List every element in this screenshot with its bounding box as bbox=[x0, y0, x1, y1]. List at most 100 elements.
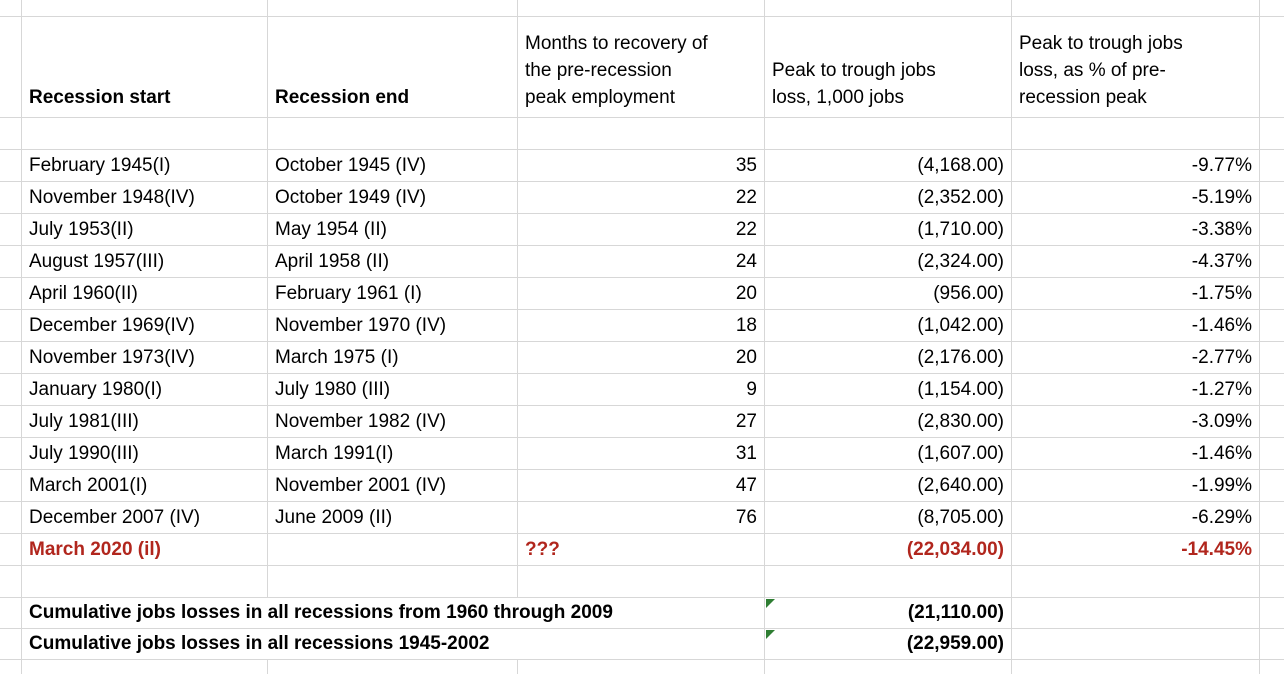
cell-cumulative-label[interactable]: Cumulative jobs losses in all recessions… bbox=[22, 598, 765, 629]
empty-cell[interactable] bbox=[268, 566, 518, 598]
cell-months-to-recovery[interactable]: 47 bbox=[518, 470, 765, 502]
cell-recession-end[interactable] bbox=[268, 534, 518, 566]
empty-cell[interactable] bbox=[0, 214, 22, 246]
header-months-to-recovery[interactable]: Months to recovery of the pre-recession … bbox=[518, 17, 765, 118]
cell-recession-end[interactable]: November 1970 (IV) bbox=[268, 310, 518, 342]
empty-cell[interactable] bbox=[1260, 502, 1284, 534]
cell-jobs-loss[interactable]: (1,607.00) bbox=[765, 438, 1012, 470]
cell-recession-end[interactable]: April 1958 (II) bbox=[268, 246, 518, 278]
empty-cell[interactable] bbox=[1260, 182, 1284, 214]
cell-pct-loss[interactable]: -2.77% bbox=[1012, 342, 1260, 374]
empty-cell[interactable] bbox=[22, 118, 268, 150]
cell-pct-loss[interactable]: -14.45% bbox=[1012, 534, 1260, 566]
empty-cell[interactable] bbox=[1260, 150, 1284, 182]
cell-pct-loss[interactable]: -3.38% bbox=[1012, 214, 1260, 246]
empty-cell[interactable] bbox=[1012, 118, 1260, 150]
empty-cell[interactable] bbox=[0, 342, 22, 374]
cell-jobs-loss[interactable]: (2,324.00) bbox=[765, 246, 1012, 278]
empty-cell[interactable] bbox=[518, 0, 765, 17]
cell-recession-end[interactable]: March 1975 (I) bbox=[268, 342, 518, 374]
cell-pct-loss[interactable]: -3.09% bbox=[1012, 406, 1260, 438]
empty-cell[interactable] bbox=[765, 118, 1012, 150]
cell-jobs-loss[interactable]: (1,154.00) bbox=[765, 374, 1012, 406]
empty-cell[interactable] bbox=[1260, 598, 1284, 629]
empty-cell[interactable] bbox=[0, 246, 22, 278]
empty-cell[interactable] bbox=[518, 660, 765, 674]
cell-recession-start[interactable]: December 1969(IV) bbox=[22, 310, 268, 342]
empty-cell[interactable] bbox=[765, 0, 1012, 17]
cell-months-to-recovery[interactable]: 9 bbox=[518, 374, 765, 406]
cell-recession-start[interactable]: August 1957(III) bbox=[22, 246, 268, 278]
cell-recession-start[interactable]: March 2001(I) bbox=[22, 470, 268, 502]
cell-cumulative-value[interactable]: (22,959.00) bbox=[765, 629, 1012, 660]
cell-cumulative-value[interactable]: (21,110.00) bbox=[765, 598, 1012, 629]
cell-recession-end[interactable]: June 2009 (II) bbox=[268, 502, 518, 534]
cell-jobs-loss[interactable]: (2,640.00) bbox=[765, 470, 1012, 502]
empty-cell[interactable] bbox=[1260, 438, 1284, 470]
cell-pct-loss[interactable]: -6.29% bbox=[1012, 502, 1260, 534]
empty-cell[interactable] bbox=[1260, 534, 1284, 566]
empty-cell[interactable] bbox=[1012, 598, 1260, 629]
empty-cell[interactable] bbox=[1260, 310, 1284, 342]
empty-cell[interactable] bbox=[1260, 374, 1284, 406]
empty-cell[interactable] bbox=[1260, 629, 1284, 660]
empty-cell[interactable] bbox=[0, 660, 22, 674]
empty-cell[interactable] bbox=[0, 118, 22, 150]
cell-recession-start[interactable]: December 2007 (IV) bbox=[22, 502, 268, 534]
empty-cell[interactable] bbox=[1260, 118, 1284, 150]
cell-recession-start[interactable]: July 1981(III) bbox=[22, 406, 268, 438]
cell-recession-end[interactable]: July 1980 (III) bbox=[268, 374, 518, 406]
header-recession-end[interactable]: Recession end bbox=[268, 17, 518, 118]
cell-recession-start[interactable]: November 1973(IV) bbox=[22, 342, 268, 374]
empty-cell[interactable] bbox=[1260, 214, 1284, 246]
cell-pct-loss[interactable]: -4.37% bbox=[1012, 246, 1260, 278]
empty-cell[interactable] bbox=[0, 0, 22, 17]
cell-recession-start[interactable]: February 1945(I) bbox=[22, 150, 268, 182]
cell-pct-loss[interactable]: -1.99% bbox=[1012, 470, 1260, 502]
cell-pct-loss[interactable]: -9.77% bbox=[1012, 150, 1260, 182]
cell-recession-start[interactable]: March 2020 (il) bbox=[22, 534, 268, 566]
cell-months-to-recovery[interactable]: 76 bbox=[518, 502, 765, 534]
cell-jobs-loss[interactable]: (2,176.00) bbox=[765, 342, 1012, 374]
empty-cell[interactable] bbox=[1012, 629, 1260, 660]
cell-cumulative-label[interactable]: Cumulative jobs losses in all recessions… bbox=[22, 629, 765, 660]
empty-cell[interactable] bbox=[1260, 660, 1284, 674]
empty-cell[interactable] bbox=[268, 660, 518, 674]
empty-cell[interactable] bbox=[22, 566, 268, 598]
cell-recession-end[interactable]: November 1982 (IV) bbox=[268, 406, 518, 438]
cell-months-to-recovery[interactable]: 22 bbox=[518, 214, 765, 246]
empty-cell[interactable] bbox=[0, 278, 22, 310]
cell-recession-end[interactable]: November 2001 (IV) bbox=[268, 470, 518, 502]
empty-cell[interactable] bbox=[0, 406, 22, 438]
empty-cell[interactable] bbox=[1260, 470, 1284, 502]
empty-cell[interactable] bbox=[1012, 566, 1260, 598]
cell-months-to-recovery[interactable]: 27 bbox=[518, 406, 765, 438]
header-jobs-loss[interactable]: Peak to trough jobs loss, 1,000 jobs bbox=[765, 17, 1012, 118]
empty-cell[interactable] bbox=[0, 629, 22, 660]
cell-jobs-loss[interactable]: (22,034.00) bbox=[765, 534, 1012, 566]
empty-cell[interactable] bbox=[1260, 246, 1284, 278]
empty-cell[interactable] bbox=[1260, 278, 1284, 310]
empty-cell[interactable] bbox=[1260, 566, 1284, 598]
empty-cell[interactable] bbox=[268, 118, 518, 150]
header-pct-loss[interactable]: Peak to trough jobs loss, as % of pre- r… bbox=[1012, 17, 1260, 118]
cell-recession-start[interactable]: April 1960(II) bbox=[22, 278, 268, 310]
empty-cell[interactable] bbox=[1260, 0, 1284, 17]
cell-jobs-loss[interactable]: (1,042.00) bbox=[765, 310, 1012, 342]
empty-cell[interactable] bbox=[0, 502, 22, 534]
cell-jobs-loss[interactable]: (956.00) bbox=[765, 278, 1012, 310]
empty-cell[interactable] bbox=[0, 150, 22, 182]
cell-recession-start[interactable]: July 1990(III) bbox=[22, 438, 268, 470]
empty-cell[interactable] bbox=[0, 534, 22, 566]
empty-cell[interactable] bbox=[1012, 0, 1260, 17]
cell-pct-loss[interactable]: -5.19% bbox=[1012, 182, 1260, 214]
empty-cell[interactable] bbox=[1012, 660, 1260, 674]
cell-months-to-recovery[interactable]: 18 bbox=[518, 310, 765, 342]
cell-jobs-loss[interactable]: (8,705.00) bbox=[765, 502, 1012, 534]
cell-pct-loss[interactable]: -1.46% bbox=[1012, 310, 1260, 342]
cell-pct-loss[interactable]: -1.27% bbox=[1012, 374, 1260, 406]
empty-cell[interactable] bbox=[22, 660, 268, 674]
empty-cell[interactable] bbox=[0, 566, 22, 598]
empty-cell[interactable] bbox=[765, 660, 1012, 674]
cell-recession-start[interactable]: November 1948(IV) bbox=[22, 182, 268, 214]
